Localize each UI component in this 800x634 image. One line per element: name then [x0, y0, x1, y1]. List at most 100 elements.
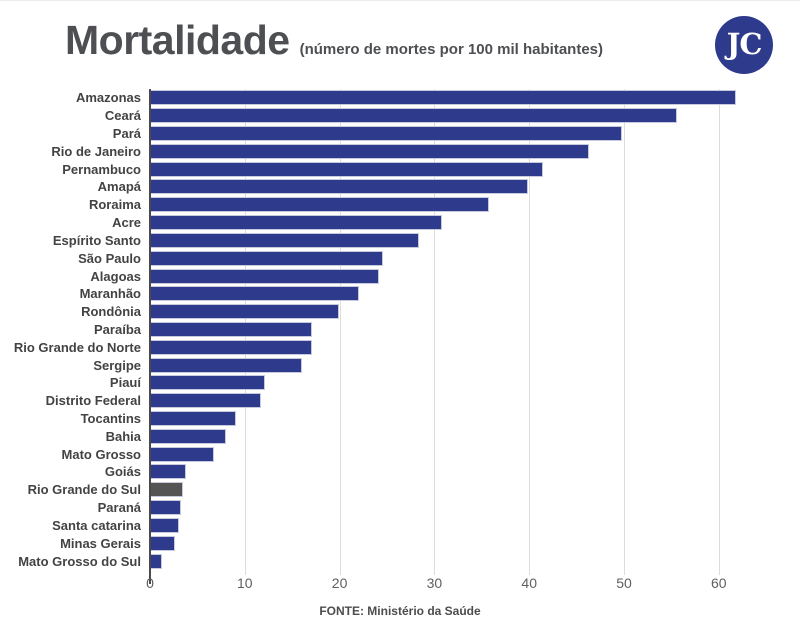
bar [150, 268, 380, 284]
bar [150, 232, 420, 248]
bar-track [150, 126, 770, 142]
bar [150, 197, 490, 213]
category-label: Distrito Federal [45, 393, 141, 409]
category-label: Paraíba [94, 321, 141, 337]
bar-track [150, 179, 770, 195]
bar-row: Santa catarina [0, 517, 770, 535]
bar-track [150, 500, 770, 516]
bar-row: Minas Gerais [0, 534, 770, 552]
bar [150, 339, 313, 355]
bar [150, 304, 339, 320]
x-tick-label: 30 [426, 575, 443, 591]
bar-row: Pará [0, 125, 770, 143]
bar [150, 411, 237, 427]
category-label: Piauí [109, 375, 141, 391]
bar-chart: Amazonas Ceará Pará Rio de Janeiro Pernambuc… [0, 89, 800, 591]
bar-track [150, 339, 770, 355]
bar [150, 446, 214, 462]
category-label: Mato Grosso [61, 446, 141, 462]
bar-track [150, 304, 770, 320]
x-tick-label: 10 [237, 575, 253, 591]
category-label: Mato Grosso do Sul [18, 553, 141, 569]
bar-row: São Paulo [0, 249, 770, 267]
bar-row: Paraíba [0, 321, 770, 339]
bar-row: Piauí [0, 374, 770, 392]
bar-track [150, 90, 770, 106]
bar-row: Amapá [0, 178, 770, 196]
bar-track [150, 143, 770, 159]
bar [150, 482, 184, 498]
header: Mortalidade (número de mortes por 100 mi… [0, 1, 800, 89]
category-label: Sergipe [93, 357, 141, 373]
bar-row: Ceará [0, 107, 770, 125]
category-label: Espírito Santo [52, 232, 141, 248]
category-label: Minas Gerais [60, 535, 141, 551]
bar [150, 108, 678, 124]
bar [150, 286, 359, 302]
page-title: Mortalidade [65, 17, 290, 63]
bar [150, 250, 384, 266]
bar-row: Rio de Janeiro [0, 142, 770, 160]
bar [150, 375, 265, 391]
bar [150, 126, 623, 142]
bar-track [150, 393, 770, 409]
category-label: Pará [112, 126, 141, 142]
bar [150, 464, 187, 480]
category-label: Pernambuco [62, 161, 141, 177]
bar [150, 393, 261, 409]
bar-track [150, 268, 770, 284]
bar [150, 179, 529, 195]
bar-row: Paraná [0, 499, 770, 517]
category-label: Goiás [104, 464, 141, 480]
source-note: FONTE: Ministério da Saúde [319, 604, 481, 618]
bar [150, 357, 302, 373]
bar-row: Bahia [0, 427, 770, 445]
bar-row: Rio Grande do Norte [0, 338, 770, 356]
bar [150, 215, 442, 231]
jc-logo-text: JC [726, 27, 763, 61]
y-axis-line [149, 89, 151, 584]
bar-track [150, 161, 770, 177]
bar-track [150, 553, 770, 569]
bar [150, 535, 175, 551]
bar-row: Distrito Federal [0, 392, 770, 410]
bar-row: Mato Grosso do Sul [0, 552, 770, 570]
bar [150, 90, 736, 106]
bar-track [150, 108, 770, 124]
bar-track [150, 250, 770, 266]
bar-track [150, 197, 770, 213]
bar [150, 321, 313, 337]
bar-row: Rondônia [0, 303, 770, 321]
title-block: Mortalidade (número de mortes por 100 mi… [65, 17, 603, 64]
category-label: Santa catarina [52, 517, 141, 533]
category-label: Amazonas [75, 90, 141, 106]
bar-row: Pernambuco [0, 160, 770, 178]
bar-track [150, 321, 770, 337]
bar [150, 553, 163, 569]
bar-track [150, 535, 770, 551]
bar-track [150, 286, 770, 302]
x-tick-label: 50 [616, 575, 632, 591]
x-tick-label: 60 [711, 575, 727, 591]
bar-track [150, 375, 770, 391]
bar [150, 161, 544, 177]
bar-row: Maranhão [0, 285, 770, 303]
bar-track [150, 428, 770, 444]
jc-logo: JC [715, 16, 773, 74]
x-tick-label: 0 [146, 575, 154, 591]
category-label: Maranhão [79, 286, 141, 302]
bar-track [150, 215, 770, 231]
bar-row: Rio Grande do Sul [0, 481, 770, 499]
bar-track [150, 464, 770, 480]
category-label: Paraná [97, 500, 141, 516]
category-label: Tocantins [80, 411, 141, 427]
category-label: Rio Grande do Sul [27, 482, 141, 498]
bar [150, 517, 180, 533]
x-axis-ticks: 0 10 20 30 40 50 60 [146, 575, 770, 593]
bar-rows: Amazonas Ceará Pará Rio de Janeiro Pernambuc… [0, 89, 770, 570]
bar-row: Tocantins [0, 410, 770, 428]
category-label: Bahia [105, 428, 141, 444]
bar-row: Alagoas [0, 267, 770, 285]
x-tick-label: 40 [521, 575, 537, 591]
